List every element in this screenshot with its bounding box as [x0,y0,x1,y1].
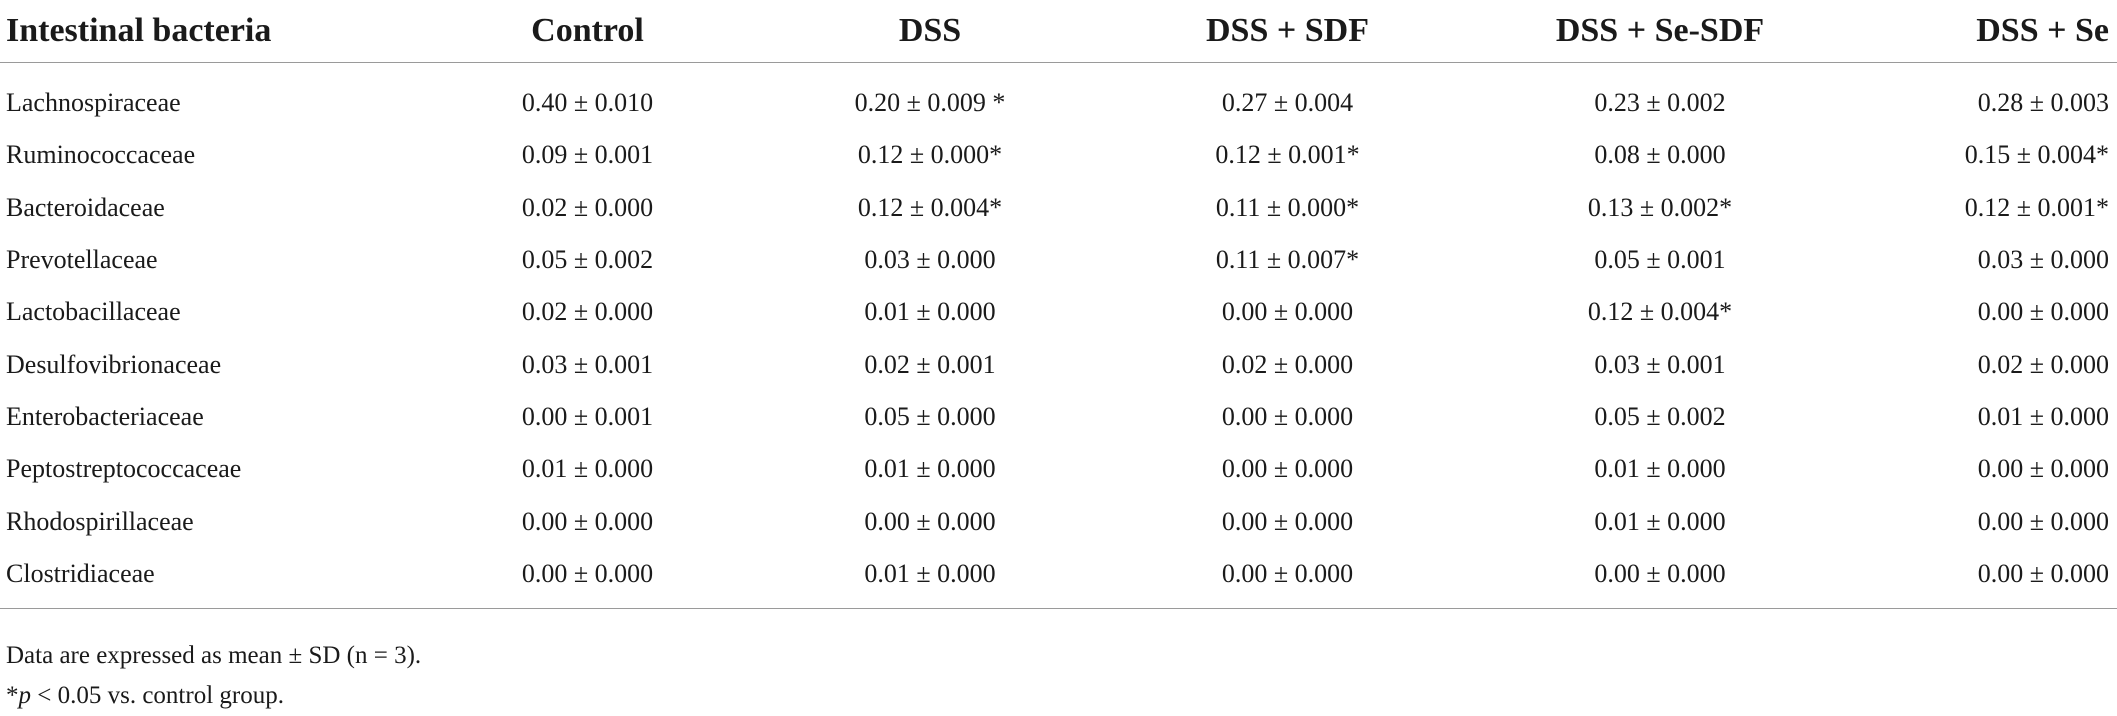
table-row: Rhodospirillaceae 0.00 ± 0.000 0.00 ± 0.00… [0,495,2117,547]
table-row: Enterobacteriaceae 0.00 ± 0.001 0.05 ± 0.0… [0,391,2117,443]
value-cell: 0.05 ± 0.000 [864,401,996,431]
value-cell: 0.00 ± 0.000 [1460,547,1860,609]
value-cell: 0.11 ± 0.000* [1215,192,1360,222]
value-cell: 0.01 ± 0.000 [864,297,996,327]
value-cell: 0.09 ± 0.001 [521,140,654,170]
intestinal-bacteria-table: Intestinal bacteria Control DSS DSS + SDF DS… [0,0,2117,609]
bacteria-name-cell: Lachnospiraceae [6,88,181,118]
value-cell: 0.12 ± 0.000* [857,140,1003,170]
value-cell: 0.05 ± 0.002 [521,245,654,275]
header-dss-se: DSS + Se [1860,0,2117,63]
value-cell: 0.01 ± 0.000 [864,454,996,484]
value-cell: 0.20 ± 0.009 * [854,88,1006,118]
value-cell: 0.15 ± 0.004* [1964,140,2109,170]
table-row: Bacteroidaceae 0.02 ± 0.000 0.12 ± 0.004* 0… [0,182,2117,234]
value-cell: 0.00 ± 0.000 [1221,454,1354,484]
value-cell: 0.13 ± 0.002* [1587,192,1733,222]
header-dss-sdf: DSS + SDF [1115,0,1460,63]
value-cell: 0.11 ± 0.007* [1215,245,1360,275]
bacteria-table-container: Intestinal bacteria Control DSS DSS + SDF DS… [0,0,2117,609]
value-cell: 0.00 ± 0.000 [1221,297,1354,327]
value-cell: 0.00 ± 0.000 [1115,547,1460,609]
bacteria-name-cell: Ruminococcaceae [6,140,196,170]
table-row: Prevotellaceae 0.05 ± 0.002 0.03 ± 0.000 0.… [0,234,2117,286]
header-control: Control [430,0,745,63]
bacteria-name-cell: Enterobacteriaceae [6,401,204,431]
value-cell: 0.01 ± 0.000 [1594,454,1726,484]
value-cell: 0.00 ± 0.000 [521,506,654,536]
value-cell: 0.01 ± 0.000 [521,454,654,484]
value-cell: 0.00 ± 0.000 [1221,506,1354,536]
value-cell: 0.00 ± 0.001 [521,401,654,431]
footnote-significance: *p < 0.05 vs. control group. [6,676,421,716]
footnote-asterisk: * [6,682,19,709]
header-dss: DSS [745,0,1115,63]
value-cell: 0.03 ± 0.000 [864,245,996,275]
table-header-row: Intestinal bacteria Control DSS DSS + SDF DS… [0,0,2117,63]
value-cell: 0.28 ± 0.003 [1977,88,2109,118]
value-cell: 0.01 ± 0.000 [1594,506,1726,536]
table-footnotes: Data are expressed as mean ± SD (n = 3).… [6,636,421,716]
value-cell: 0.02 ± 0.000 [1977,349,2109,379]
value-cell: 0.00 ± 0.000 [864,506,996,536]
value-cell: 0.03 ± 0.001 [1594,349,1726,379]
value-cell: 0.12 ± 0.001* [1215,140,1360,170]
value-cell: 0.02 ± 0.001 [864,349,996,379]
value-cell: 0.01 ± 0.000 [1977,401,2109,431]
bacteria-name-cell: Peptostreptococcaceae [6,454,242,484]
footnote-significance-text: < 0.05 vs. control group. [31,682,284,709]
value-cell: 0.03 ± 0.001 [521,349,654,379]
value-cell: 0.00 ± 0.000 [1977,506,2109,536]
value-cell: 0.05 ± 0.002 [1594,401,1726,431]
bacteria-name-cell: Prevotellaceae [6,245,158,275]
bacteria-name-cell: Desulfovibrionaceae [6,349,222,379]
footnote-p-symbol: p [18,682,32,709]
bacteria-name-cell: Clostridiaceae [0,547,430,609]
value-cell: 0.00 ± 0.000 [1977,297,2109,327]
table-row: Lachnospiraceae 0.40 ± 0.010 0.20 ± 0.009 … [0,63,2117,130]
table-row: Clostridiaceae 0.00 ± 0.000 0.01 ± 0.000 0.… [0,547,2117,609]
value-cell: 0.02 ± 0.000 [1221,349,1354,379]
header-dss-se-sdf: DSS + Se-SDF [1460,0,1860,63]
table-body: Lachnospiraceae 0.40 ± 0.010 0.20 ± 0.009 … [0,63,2117,609]
table-row: Ruminococcaceae 0.09 ± 0.001 0.12 ± 0.000*… [0,129,2117,181]
value-cell: 0.08 ± 0.000 [1594,140,1726,170]
value-cell: 0.12 ± 0.001* [1964,192,2109,222]
value-cell: 0.05 ± 0.001 [1594,245,1726,275]
value-cell: 0.02 ± 0.000 [521,297,654,327]
value-cell: 0.00 ± 0.000 [1977,454,2109,484]
value-cell: 0.00 ± 0.000 [1860,547,2117,609]
bacteria-name-cell: Rhodospirillaceae [6,506,194,536]
value-cell: 0.02 ± 0.000 [521,192,654,222]
table-row: Desulfovibrionaceae 0.03 ± 0.001 0.02 ± 0.… [0,338,2117,390]
value-cell: 0.12 ± 0.004* [857,192,1003,222]
value-cell: 0.00 ± 0.000 [430,547,745,609]
footnote-data-expression: Data are expressed as mean ± SD (n = 3). [6,642,422,669]
value-cell: 0.03 ± 0.000 [1977,245,2109,275]
bacteria-name-cell: Lactobacillaceae [6,297,181,327]
value-cell: 0.23 ± 0.002 [1594,88,1726,118]
value-cell: 0.01 ± 0.000 [745,547,1115,609]
value-cell: 0.12 ± 0.004* [1587,297,1733,327]
table-row: Lactobacillaceae 0.02 ± 0.000 0.01 ± 0.000… [0,286,2117,338]
value-cell: 0.00 ± 0.000 [1221,401,1354,431]
table-row: Peptostreptococcaceae 0.01 ± 0.000 0.01 ± … [0,443,2117,495]
value-cell: 0.40 ± 0.010 [521,88,654,118]
value-cell: 0.27 ± 0.004 [1221,88,1354,118]
header-intestinal-bacteria: Intestinal bacteria [0,0,430,63]
bacteria-name-cell: Bacteroidaceae [6,192,165,222]
